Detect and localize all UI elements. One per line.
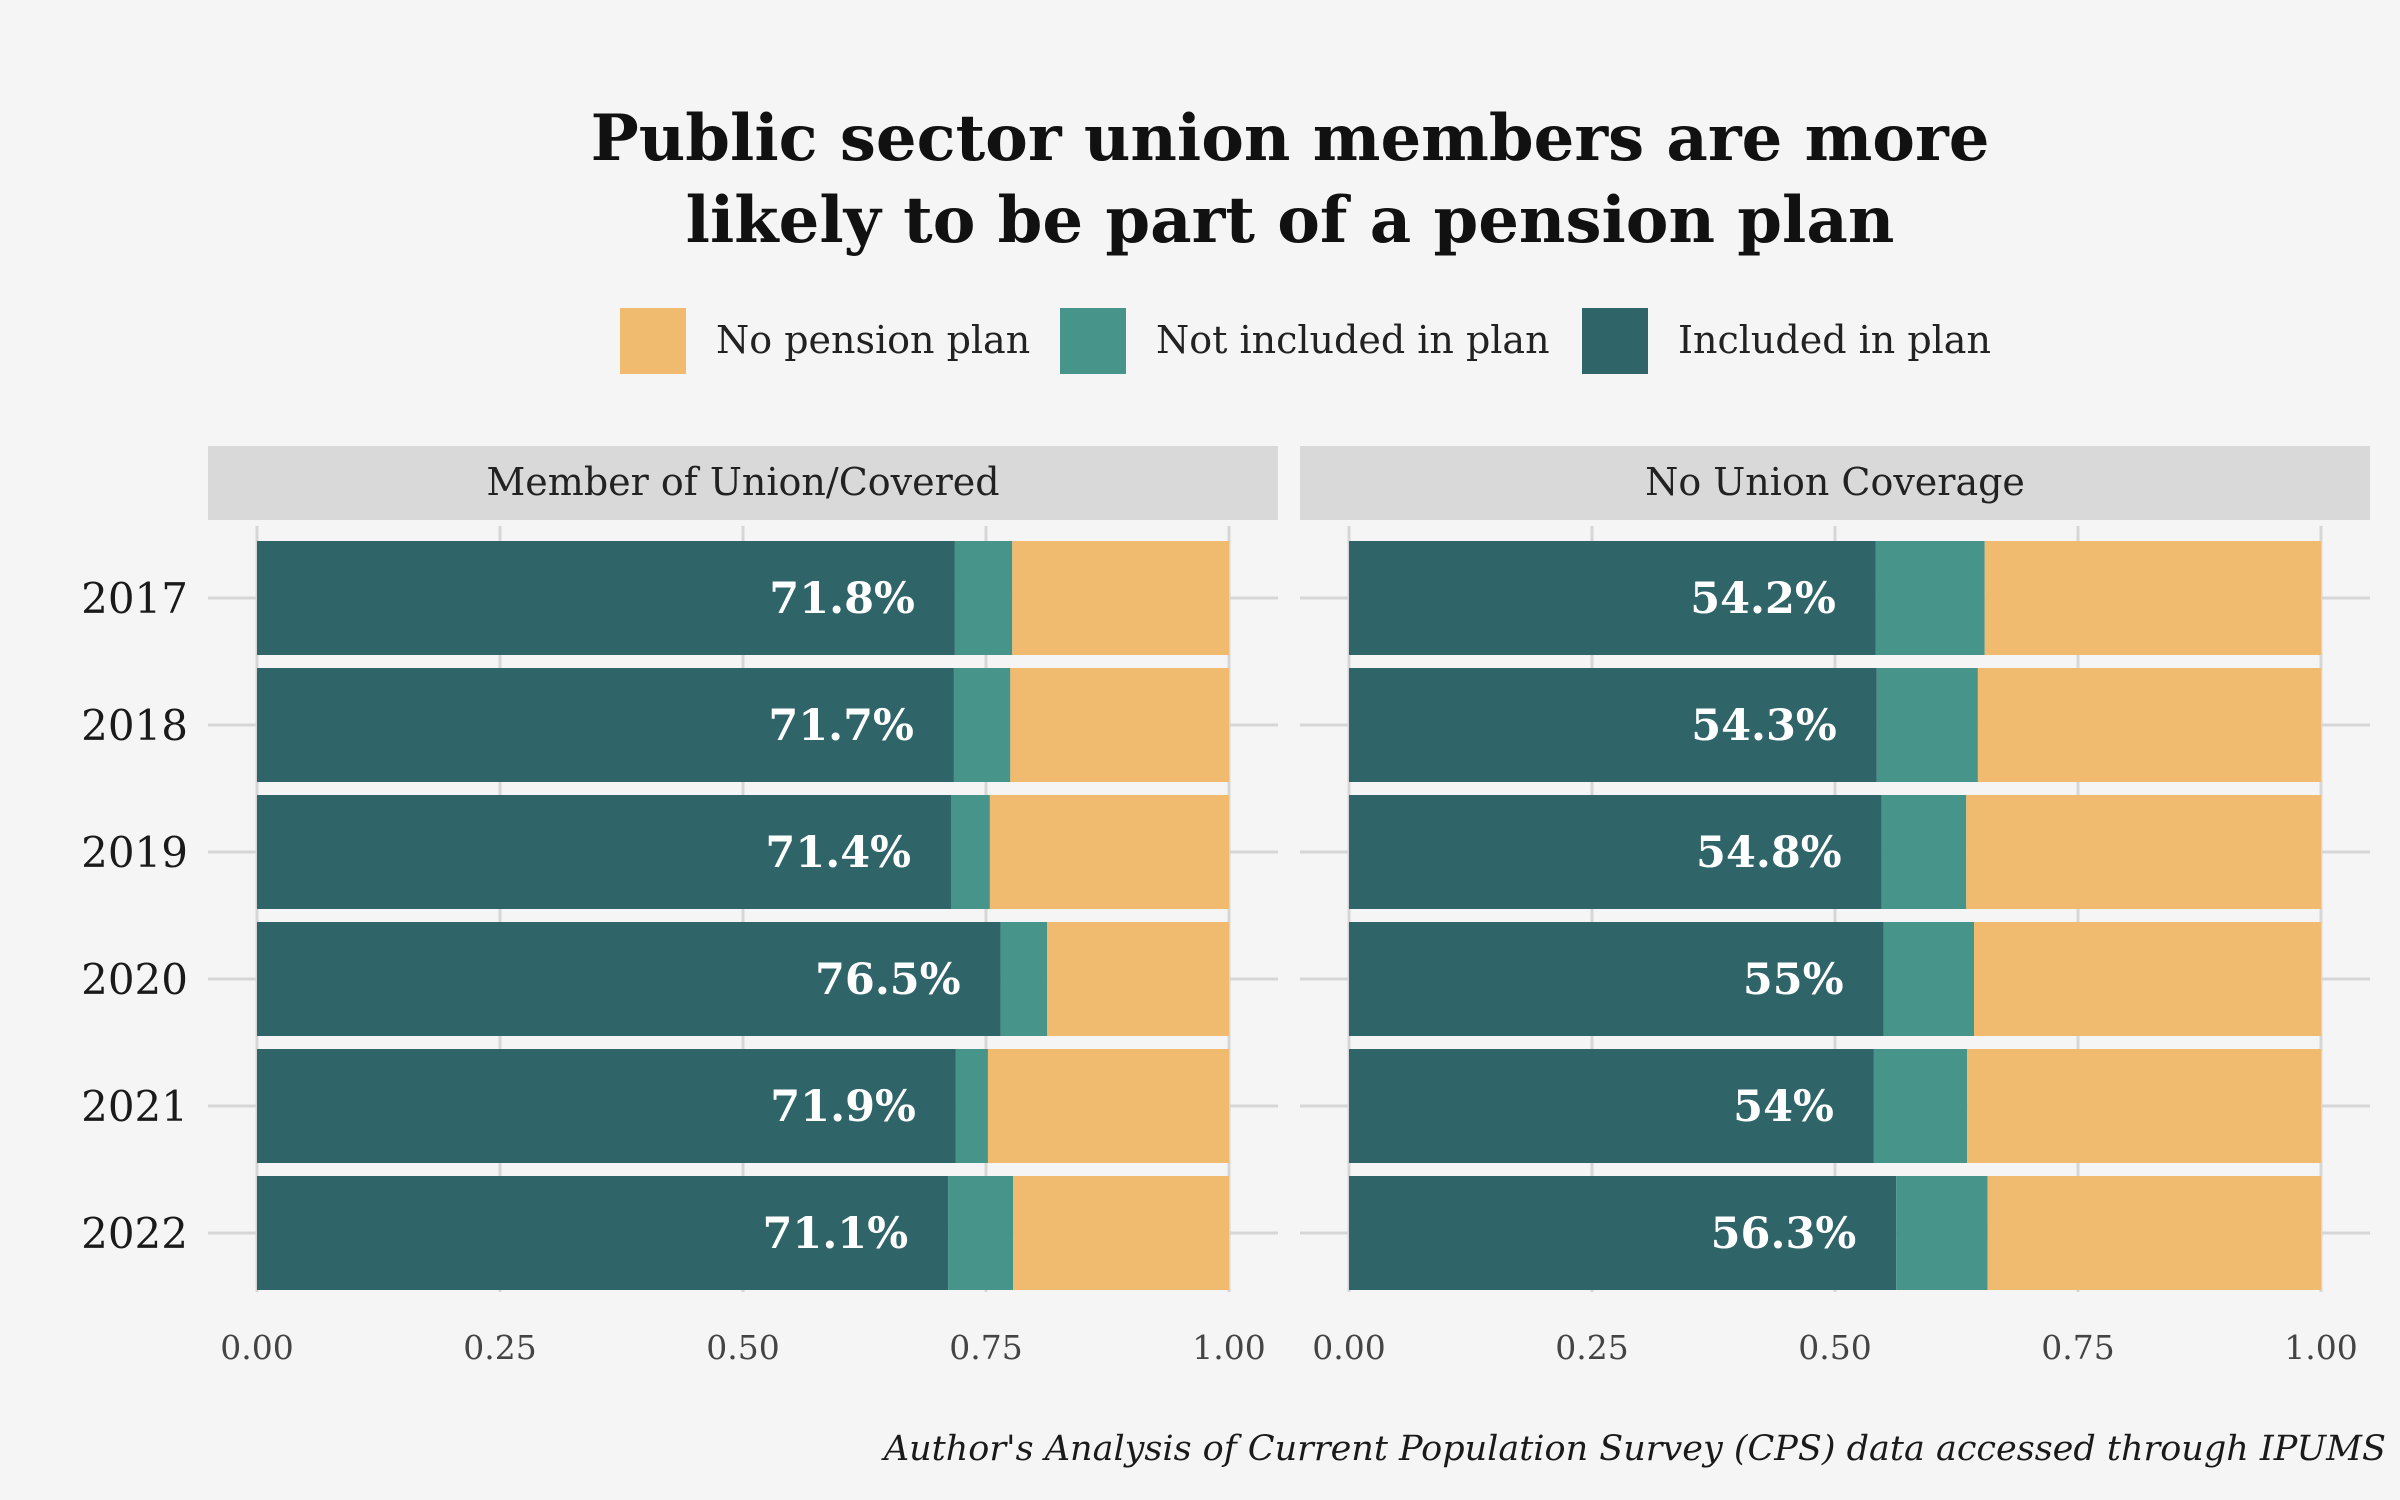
facet-strip-label: Member of Union/Covered — [486, 460, 999, 504]
bar-segment — [1349, 1049, 1874, 1163]
y-tick-label: 2022 — [81, 1209, 188, 1258]
bar-segment — [989, 795, 1229, 909]
legend-label: Not included in plan — [1156, 318, 1550, 362]
facet-strip — [208, 446, 1278, 520]
bar-segment — [1973, 922, 2321, 1036]
bar-segment — [257, 541, 955, 655]
bar-segment — [1875, 541, 1985, 655]
bar-segment — [257, 922, 1001, 1036]
chart-title-line: likely to be part of a pension plan — [686, 183, 1895, 258]
bar-segment — [257, 1049, 956, 1163]
bar-data-label: 54.8% — [1696, 828, 1842, 878]
bar-data-label: 71.7% — [768, 701, 914, 751]
x-tick-label: 0.50 — [1798, 1328, 1871, 1367]
bar-data-label: 76.5% — [815, 955, 961, 1005]
bar-data-label: 71.4% — [765, 828, 911, 878]
bar-segment — [1883, 922, 1974, 1036]
bar-segment — [257, 1176, 949, 1290]
y-tick-label: 2019 — [81, 828, 188, 877]
x-tick-label: 1.00 — [1192, 1328, 1265, 1367]
x-tick-label: 0.25 — [1555, 1328, 1628, 1367]
bar-segment — [1349, 795, 1882, 909]
bar-segment — [1000, 922, 1048, 1036]
x-tick-label: 0.75 — [2041, 1328, 2114, 1367]
x-tick-label: 1.00 — [2284, 1328, 2357, 1367]
bar-segment — [1967, 1049, 2321, 1163]
bar-segment — [1966, 795, 2321, 909]
bar-segment — [1876, 668, 1978, 782]
x-tick-label: 0.75 — [949, 1328, 1022, 1367]
chart-title-line: Public sector union members are more — [591, 101, 1990, 176]
bar-segment — [1349, 541, 1876, 655]
bar-data-label: 55% — [1743, 955, 1844, 1005]
bar-segment — [948, 1176, 1014, 1290]
x-tick-label: 0.50 — [706, 1328, 779, 1367]
bar-segment — [1896, 1176, 1988, 1290]
bar-segment — [1013, 1176, 1229, 1290]
legend-swatch — [1060, 308, 1126, 374]
facet-strip-label: No Union Coverage — [1645, 460, 2025, 504]
bar-segment — [954, 541, 1013, 655]
y-tick-label: 2020 — [81, 955, 188, 1004]
bar-segment — [955, 1049, 988, 1163]
x-tick-label: 0.25 — [463, 1328, 536, 1367]
x-tick-label: 0.00 — [1312, 1328, 1385, 1367]
bar-segment — [1012, 541, 1229, 655]
bar-segment — [1349, 1176, 1897, 1290]
bar-segment — [1349, 922, 1884, 1036]
x-tick-label: 0.00 — [220, 1328, 293, 1367]
bar-segment — [257, 795, 952, 909]
y-tick-label: 2018 — [81, 701, 188, 750]
y-tick-label: 2017 — [81, 574, 188, 623]
bar-data-label: 54% — [1733, 1082, 1834, 1132]
bar-data-label: 71.9% — [770, 1082, 916, 1132]
legend-swatch — [620, 308, 686, 374]
chart-caption: Author's Analysis of Current Population … — [881, 1429, 2386, 1469]
bar-segment — [1047, 922, 1229, 1036]
bar-segment — [953, 668, 1011, 782]
facet-strip — [1300, 446, 2370, 520]
bar-segment — [1349, 668, 1877, 782]
bar-segment — [1984, 541, 2321, 655]
bar-data-label: 54.3% — [1691, 701, 1837, 751]
bar-segment — [1977, 668, 2321, 782]
bar-segment — [1010, 668, 1229, 782]
bar-segment — [257, 668, 954, 782]
legend-swatch — [1582, 308, 1648, 374]
bar-data-label: 71.1% — [762, 1209, 908, 1259]
bar-segment — [987, 1049, 1229, 1163]
bar-segment — [951, 795, 990, 909]
bar-data-label: 54.2% — [1690, 574, 1836, 624]
bar-data-label: 71.8% — [769, 574, 915, 624]
bar-data-label: 56.3% — [1711, 1209, 1857, 1259]
legend-label: No pension plan — [716, 318, 1030, 362]
legend-label: Included in plan — [1678, 318, 1991, 362]
bar-segment — [1881, 795, 1967, 909]
bar-segment — [1987, 1176, 2321, 1290]
y-tick-label: 2021 — [81, 1082, 188, 1131]
bar-segment — [1873, 1049, 1968, 1163]
